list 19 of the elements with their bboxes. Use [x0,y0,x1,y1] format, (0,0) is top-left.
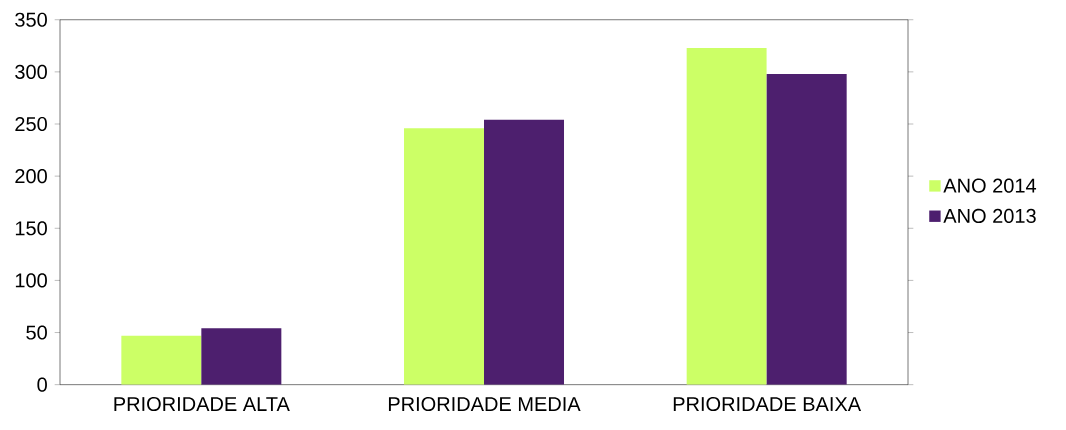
y-tick-label: 0 [37,377,47,392]
x-tick-label: PRIORIDADE BAIXA [673,396,862,412]
y-tick-label: 150 [15,221,47,236]
bar [121,335,202,385]
y-tick-label: 100 [15,273,47,288]
x-tick-label: PRIORIDADE MEDIA [388,396,581,412]
bar [766,73,847,385]
y-tick-label: 50 [26,325,47,340]
legend-label: ANO 2014 [943,178,1037,193]
bar [201,328,282,385]
y-tick-label: 200 [15,169,47,184]
bar [484,119,565,385]
y-tick-label: 350 [15,12,47,27]
bar [404,128,485,385]
bar [686,47,767,385]
y-tick-label: 250 [15,116,47,132]
x-tick-label: PRIORIDADE ALTA [114,396,290,412]
y-tick-label: 300 [15,64,47,79]
legend-label: ANO 2013 [943,208,1036,224]
